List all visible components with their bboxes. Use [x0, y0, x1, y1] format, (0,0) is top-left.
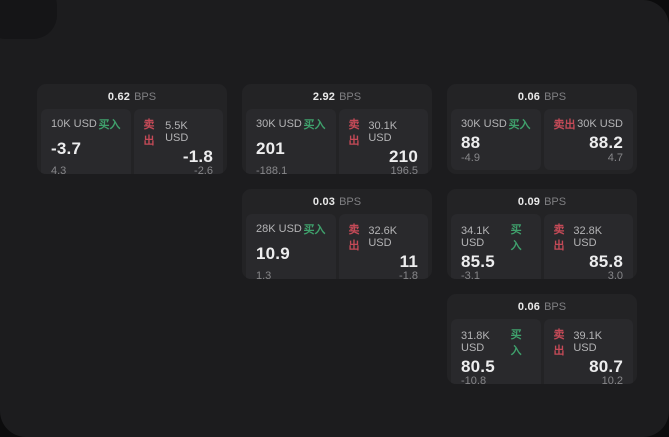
- sell-price: 11: [399, 252, 418, 271]
- quote-cards-grid: 0.62 BPS 10K USD 买入 -3.7 4.3 卖出: [37, 84, 637, 384]
- buy-price: 10.9: [256, 244, 290, 263]
- buy-delta: -10.8: [461, 375, 487, 384]
- buy-label: 买入: [510, 329, 522, 357]
- buy-label: 买入: [510, 224, 522, 252]
- buy-price: 201: [256, 139, 285, 158]
- quote-card: 0.09 BPS 34.1K USD 买入 85.5 -3.1 卖出: [447, 189, 637, 279]
- quote-card: 0.03 BPS 28K USD 买入 10.9 1.3 卖出: [242, 189, 432, 279]
- buy-tile[interactable]: 34.1K USD 买入 85.5 -3.1: [451, 214, 541, 279]
- buy-tile[interactable]: 10K USD 买入 -3.7 4.3: [41, 109, 131, 174]
- buy-amount: 34.1K USD: [461, 225, 490, 249]
- buy-label: 买入: [508, 119, 531, 131]
- quote-panels: 31.8K USD 买入 80.5 -10.8 卖出 39.1K USD 80.…: [447, 319, 637, 384]
- quote-panels: 34.1K USD 买入 85.5 -3.1 卖出 32.8K USD 85.8…: [447, 214, 637, 279]
- buy-delta: -188.1: [256, 165, 288, 174]
- bps-unit: BPS: [544, 90, 567, 103]
- quote-panels: 30K USD 买入 88 -4.9 卖出 30K USD 88.2 4.7: [447, 109, 637, 174]
- sell-label: 卖出: [348, 224, 360, 252]
- sell-price: 80.7: [589, 357, 623, 376]
- bps-header: 0.06 BPS: [447, 84, 637, 109]
- buy-amount: 28K USD: [256, 223, 302, 235]
- sell-price: 88.2: [589, 132, 623, 152]
- buy-tile[interactable]: 30K USD 买入 88 -4.9: [451, 109, 541, 170]
- sell-amount: 32.6K USD: [368, 225, 398, 249]
- buy-amount: 30K USD: [256, 118, 302, 130]
- sell-amount: 30K USD: [577, 118, 623, 130]
- sell-label: 卖出: [143, 119, 155, 147]
- bps-value: 0.06: [517, 90, 541, 103]
- bps-value: 0.62: [107, 90, 131, 103]
- sell-tile[interactable]: 卖出 32.8K USD 85.8 3.0: [543, 214, 633, 279]
- bps-unit: BPS: [339, 90, 362, 103]
- sell-price: -1.8: [182, 147, 213, 166]
- buy-price: -3.7: [51, 139, 82, 158]
- quote-card: 0.06 BPS 30K USD 买入 88 -4.9 卖出: [447, 84, 637, 174]
- sell-label: 卖出: [553, 119, 576, 131]
- bps-unit: BPS: [544, 300, 567, 313]
- buy-price: 88: [461, 132, 481, 152]
- bps-value: 0.09: [517, 195, 541, 208]
- sell-tile[interactable]: 卖出 39.1K USD 80.7 10.2: [543, 319, 633, 384]
- sell-delta: 4.7: [607, 152, 623, 164]
- buy-delta: 1.3: [256, 270, 272, 279]
- bps-value: 0.03: [312, 195, 336, 208]
- quote-panels: 30K USD 买入 201 -188.1 卖出 30.1K USD 210 1…: [242, 109, 432, 174]
- buy-amount: 31.8K USD: [461, 330, 490, 354]
- sell-label: 卖出: [348, 119, 360, 147]
- bps-value: 0.06: [517, 300, 541, 313]
- quote-panels: 10K USD 买入 -3.7 4.3 卖出 5.5K USD -1.8 -2.…: [37, 109, 227, 174]
- sell-tile[interactable]: 卖出 30K USD 88.2 4.7: [543, 109, 633, 170]
- sell-delta: -2.6: [194, 165, 213, 174]
- buy-delta: -3.1: [461, 270, 480, 279]
- sell-label: 卖出: [553, 224, 565, 252]
- bps-header: 0.09 BPS: [447, 189, 637, 214]
- bps-header: 2.92 BPS: [242, 84, 432, 109]
- sell-delta: 3.0: [607, 270, 623, 279]
- buy-delta: -4.9: [461, 152, 480, 164]
- bps-unit: BPS: [339, 195, 362, 208]
- bps-unit: BPS: [134, 90, 157, 103]
- sell-price: 85.8: [589, 252, 623, 271]
- buy-tile[interactable]: 30K USD 买入 201 -188.1: [246, 109, 336, 174]
- sell-label: 卖出: [553, 329, 565, 357]
- sell-amount: 32.8K USD: [573, 225, 603, 249]
- sell-amount: 5.5K USD: [165, 120, 189, 144]
- buy-tile[interactable]: 28K USD 买入 10.9 1.3: [246, 214, 336, 279]
- buy-tile[interactable]: 31.8K USD 买入 80.5 -10.8: [451, 319, 541, 384]
- sell-amount: 39.1K USD: [573, 330, 603, 354]
- bps-unit: BPS: [544, 195, 567, 208]
- buy-amount: 10K USD: [51, 118, 97, 130]
- buy-price: 80.5: [461, 357, 495, 376]
- bps-header: 0.03 BPS: [242, 189, 432, 214]
- buy-amount: 30K USD: [461, 118, 507, 130]
- bps-header: 0.06 BPS: [447, 294, 637, 319]
- bps-value: 2.92: [312, 90, 336, 103]
- sell-delta: 10.2: [601, 375, 623, 384]
- sell-tile[interactable]: 卖出 32.6K USD 11 -1.8: [338, 214, 428, 279]
- quote-panels: 28K USD 买入 10.9 1.3 卖出 32.6K USD 11 -1.8: [242, 214, 432, 279]
- buy-label: 买入: [303, 224, 326, 236]
- sell-price: 210: [389, 147, 418, 166]
- quote-card: 2.92 BPS 30K USD 买入 201 -188.1 卖出: [242, 84, 432, 174]
- buy-label: 买入: [98, 119, 121, 131]
- buy-price: 85.5: [461, 252, 495, 271]
- sell-delta: -1.8: [399, 270, 418, 279]
- sell-delta: 196.5: [390, 165, 418, 174]
- buy-delta: 4.3: [51, 165, 67, 174]
- sell-tile[interactable]: 卖出 30.1K USD 210 196.5: [338, 109, 428, 174]
- bps-header: 0.62 BPS: [37, 84, 227, 109]
- buy-label: 买入: [303, 119, 326, 131]
- sell-amount: 30.1K USD: [368, 120, 398, 144]
- corner-notch: [0, 0, 57, 39]
- quote-card: 0.62 BPS 10K USD 买入 -3.7 4.3 卖出: [37, 84, 227, 174]
- sell-tile[interactable]: 卖出 5.5K USD -1.8 -2.6: [133, 109, 223, 174]
- quote-card: 0.06 BPS 31.8K USD 买入 80.5 -10.8 卖: [447, 294, 637, 384]
